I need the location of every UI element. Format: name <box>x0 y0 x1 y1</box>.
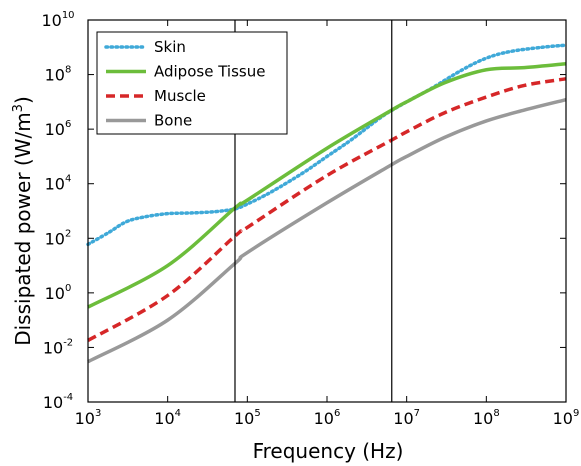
series-line-muscle <box>87 77 567 342</box>
y-tick-label-exponent: 10 <box>62 10 75 21</box>
y-axis-label: Dissipated power (W/m3) <box>11 96 35 346</box>
x-tick-label-exponent: 4 <box>175 408 181 419</box>
series-line-adipose-tissue <box>87 61 567 309</box>
series-line-skin <box>86 43 568 247</box>
y-tick-label-base: 10 <box>45 175 65 194</box>
x-tick-label: 109 <box>553 408 580 428</box>
legend-label: Muscle <box>154 87 206 105</box>
x-tick-label-base: 10 <box>314 409 334 428</box>
y-tick-label-base: 10 <box>41 11 61 30</box>
y-tick-label: 10-2 <box>43 337 73 357</box>
x-tick-label-exponent: 7 <box>414 408 420 419</box>
x-tick-label: 107 <box>393 408 420 428</box>
legend-box <box>96 31 288 135</box>
x-tick-label-exponent: 3 <box>95 408 101 419</box>
legend: Skin Adipose Tissue Muscle Bone <box>96 31 288 135</box>
x-tick-label-base: 10 <box>553 409 573 428</box>
legend-label: Adipose Tissue <box>154 63 265 81</box>
y-tick-label-base: 10 <box>45 284 65 303</box>
y-tick-label: 104 <box>45 174 72 194</box>
series-lines <box>86 43 568 364</box>
x-tick-label-base: 10 <box>234 409 254 428</box>
y-tick-label: 106 <box>45 119 72 139</box>
x-tick-label-base: 10 <box>154 409 174 428</box>
y-tick-label-exponent: -4 <box>63 392 73 403</box>
x-tick-label-exponent: 9 <box>573 408 579 419</box>
y-tick-label-base: 10 <box>43 393 63 412</box>
x-tick-label: 103 <box>75 408 102 428</box>
x-tick-label-exponent: 6 <box>334 408 340 419</box>
y-tick-label-base: 10 <box>43 338 63 357</box>
x-tick-label: 105 <box>234 408 261 428</box>
y-tick-label-exponent: 6 <box>65 119 71 130</box>
y-tick-label: 1010 <box>41 10 74 30</box>
y-axis-label-superscript: 3 <box>11 104 26 112</box>
legend-label: Bone <box>154 112 192 130</box>
x-axis-label: Frequency (Hz) <box>253 439 404 463</box>
legend-label: Skin <box>154 38 186 56</box>
y-axis-label-close: ) <box>11 96 35 104</box>
y-tick-label-base: 10 <box>45 120 65 139</box>
x-tick-label-base: 10 <box>473 409 493 428</box>
x-tick-label: 104 <box>154 408 181 428</box>
x-tick-label-base: 10 <box>393 409 413 428</box>
y-tick-label-base: 10 <box>45 66 65 85</box>
x-tick-label-exponent: 5 <box>254 408 260 419</box>
x-tick-label: 106 <box>314 408 341 428</box>
y-tick-label: 108 <box>45 65 72 85</box>
y-tick-label-base: 10 <box>45 229 65 248</box>
y-tick-label-exponent: 0 <box>65 283 71 294</box>
y-tick-label: 10-4 <box>43 392 73 412</box>
y-axis-label-text: Dissipated power (W/m <box>11 112 35 345</box>
y-tick-label: 102 <box>45 228 72 248</box>
x-tick-label: 108 <box>473 408 500 428</box>
axis-ticks: 103 104 105 106 107 108 10910-410-210010210410… <box>41 10 579 428</box>
x-tick-label-base: 10 <box>75 409 95 428</box>
y-tick-label-exponent: -2 <box>63 337 73 348</box>
y-tick-label-exponent: 8 <box>65 65 71 76</box>
series-line-bone <box>87 98 567 364</box>
y-tick-label-exponent: 2 <box>65 228 71 239</box>
x-tick-label-exponent: 8 <box>493 408 499 419</box>
y-tick-label-exponent: 4 <box>65 174 71 185</box>
y-tick-label: 100 <box>45 283 72 303</box>
